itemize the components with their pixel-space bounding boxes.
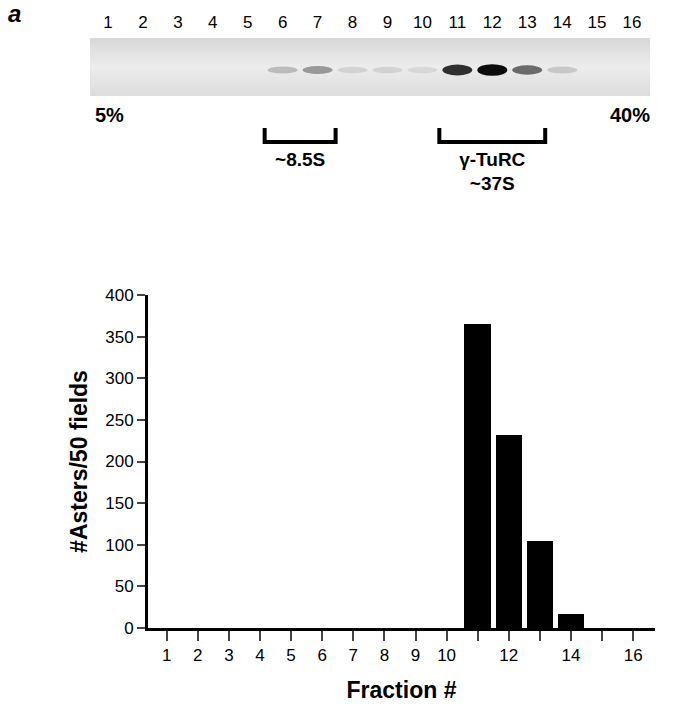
svg-text:0: 0 bbox=[124, 619, 133, 638]
svg-text:2: 2 bbox=[138, 13, 147, 32]
svg-text:100: 100 bbox=[105, 536, 133, 555]
svg-text:9: 9 bbox=[383, 13, 392, 32]
svg-text:5: 5 bbox=[286, 646, 295, 665]
svg-text:14: 14 bbox=[553, 13, 572, 32]
svg-text:7: 7 bbox=[313, 13, 322, 32]
svg-text:300: 300 bbox=[105, 369, 133, 388]
svg-text:10: 10 bbox=[437, 646, 456, 665]
svg-text:12: 12 bbox=[499, 646, 518, 665]
svg-text:350: 350 bbox=[105, 328, 133, 347]
svg-text:7: 7 bbox=[349, 646, 358, 665]
svg-text:250: 250 bbox=[105, 411, 133, 430]
svg-text:200: 200 bbox=[105, 452, 133, 471]
svg-text:6: 6 bbox=[278, 13, 287, 32]
svg-text:2: 2 bbox=[193, 646, 202, 665]
svg-text:3: 3 bbox=[173, 13, 182, 32]
svg-text:16: 16 bbox=[624, 646, 643, 665]
svg-text:16: 16 bbox=[623, 13, 642, 32]
svg-text:1: 1 bbox=[103, 13, 112, 32]
svg-text:a: a bbox=[8, 0, 21, 27]
svg-text:14: 14 bbox=[562, 646, 581, 665]
svg-text:15: 15 bbox=[588, 13, 607, 32]
svg-text:3: 3 bbox=[224, 646, 233, 665]
svg-text:4: 4 bbox=[208, 13, 217, 32]
svg-text:8: 8 bbox=[380, 646, 389, 665]
svg-text:~8.5S: ~8.5S bbox=[275, 149, 325, 170]
svg-text:1: 1 bbox=[162, 646, 171, 665]
svg-text:9: 9 bbox=[411, 646, 420, 665]
svg-text:5%: 5% bbox=[95, 104, 124, 126]
svg-text:11: 11 bbox=[449, 13, 467, 32]
svg-text:13: 13 bbox=[518, 13, 537, 32]
svg-text:12: 12 bbox=[483, 13, 502, 32]
svg-text:6: 6 bbox=[317, 646, 326, 665]
svg-text:10: 10 bbox=[413, 13, 432, 32]
svg-text:#Asters/50 fields: #Asters/50 fields bbox=[66, 370, 92, 553]
svg-text:50: 50 bbox=[115, 577, 134, 596]
svg-text:4: 4 bbox=[255, 646, 264, 665]
svg-text:γ-TuRC: γ-TuRC bbox=[459, 149, 525, 170]
svg-text:150: 150 bbox=[105, 494, 133, 513]
svg-text:Fraction #: Fraction # bbox=[347, 677, 457, 703]
svg-text:~37S: ~37S bbox=[470, 173, 515, 194]
svg-text:8: 8 bbox=[348, 13, 357, 32]
svg-text:5: 5 bbox=[243, 13, 252, 32]
svg-text:400: 400 bbox=[105, 286, 133, 305]
svg-text:40%: 40% bbox=[610, 104, 650, 126]
